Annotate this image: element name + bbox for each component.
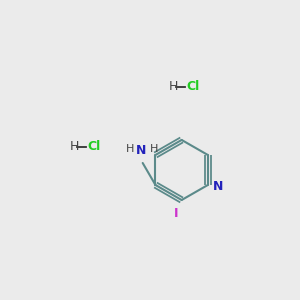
Text: H: H: [150, 144, 158, 154]
Text: H: H: [169, 80, 178, 93]
Text: Cl: Cl: [186, 80, 200, 93]
Text: N: N: [213, 180, 223, 193]
Text: H: H: [70, 140, 80, 153]
Text: Cl: Cl: [88, 140, 101, 153]
Text: H: H: [126, 144, 134, 154]
Text: I: I: [174, 207, 178, 220]
Text: N: N: [136, 144, 147, 157]
